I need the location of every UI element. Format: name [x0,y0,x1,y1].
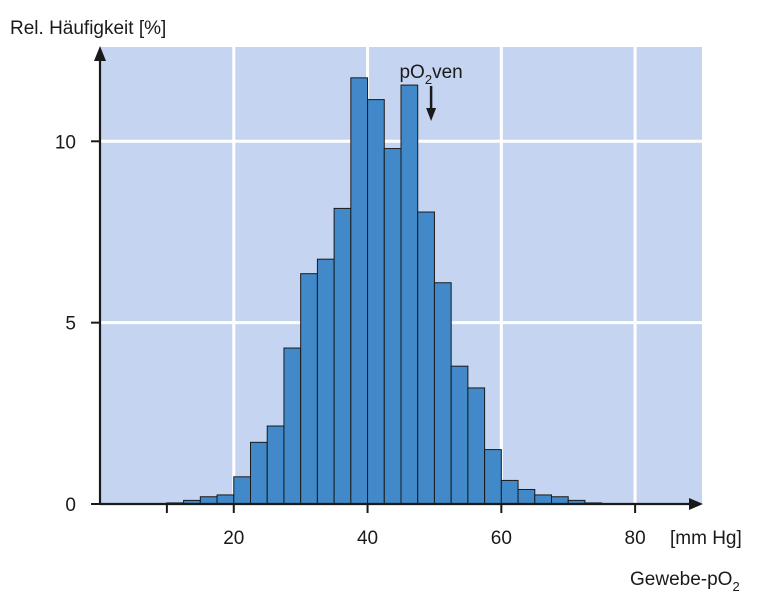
x-axis-arrow-icon [689,498,703,510]
bar-40 [367,99,385,505]
x-tick-label-60: 60 [491,528,512,549]
po2-ven-label-suffix: ven [432,62,463,83]
bar-42.5 [383,148,402,505]
bar-32.5 [316,258,335,505]
bar-65 [534,494,552,505]
bar-60 [500,479,519,505]
bar-50 [433,282,452,505]
bar-57.5 [484,449,502,505]
y-tick-label-0: 0 [65,495,76,516]
bar-35 [333,207,352,505]
x-axis-unit: [mm Hg] [670,528,742,549]
x-tick-label-80: 80 [625,528,646,549]
po2-ven-annotation: pO2ven [399,62,463,121]
y-tick-label-10: 10 [55,132,76,153]
y-tick-label-5: 5 [65,314,76,335]
bars [166,77,603,505]
bar-25 [266,425,285,505]
bar-55 [467,387,486,505]
bar-27.5 [283,347,302,505]
x-tick-label-20: 20 [223,528,244,549]
y-axis-arrow-icon [94,46,106,61]
bar-17.5 [216,494,235,505]
x-axis-title: Gewebe-pO2 [630,569,740,594]
x-axis-title-sub: 2 [732,579,739,594]
bar-47.5 [417,211,435,505]
bar-62.5 [517,488,536,505]
po2-ven-label-main: pO [399,62,424,83]
axis-ticks [91,140,637,513]
y-axis-title: Rel. Häufigkeit [%] [10,18,166,39]
bar-30 [300,273,318,505]
bar-22.5 [250,441,268,505]
x-axis-title-main: Gewebe-pO [630,569,732,590]
po2-ven-label: pO2ven [399,62,462,87]
bar-52.5 [450,365,469,505]
bar-20 [233,476,251,505]
po2-ven-label-sub: 2 [425,72,432,87]
x-tick-label-40: 40 [357,528,378,549]
bar-37.5 [350,77,369,505]
bar-45 [400,84,419,505]
po2-ven-arrowhead-icon [426,108,437,121]
tick-labels: 20 40 60 80 0 5 10 [55,132,646,549]
